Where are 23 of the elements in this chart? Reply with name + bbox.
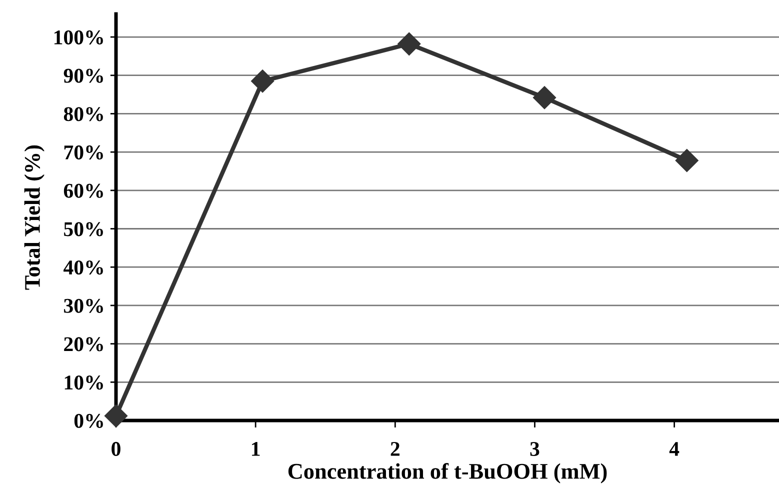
y-tick-label: 50% — [64, 222, 103, 236]
x-tick-label: 2 — [390, 442, 400, 456]
y-tick-label: 40% — [64, 260, 103, 275]
point — [251, 70, 274, 93]
x-tick-label: 0 — [112, 442, 120, 456]
x-tick-label: 4 — [669, 442, 680, 456]
y-tick-label: 70% — [64, 145, 103, 160]
point — [675, 148, 698, 172]
x-axis-title: Concentration of t-BuOOH (mM) — [288, 463, 607, 484]
point — [533, 86, 556, 110]
y-tick-label: 20% — [64, 337, 103, 352]
y-tick-label: 60% — [64, 184, 103, 198]
y-tick-label: 100% — [54, 30, 103, 45]
point — [104, 404, 128, 428]
y-tick-label: 30% — [64, 298, 103, 313]
x-tick-label: 3 — [530, 442, 540, 456]
y-tick-label: 10% — [64, 376, 103, 390]
y-tick-label: 0% — [74, 414, 103, 428]
point — [398, 32, 421, 56]
y-axis-title: Total Yield (%) — [24, 145, 44, 290]
y-tick-label: 90% — [64, 68, 103, 83]
y-tick-label: 80% — [64, 107, 103, 122]
x-tick-label: 1 — [252, 442, 260, 456]
